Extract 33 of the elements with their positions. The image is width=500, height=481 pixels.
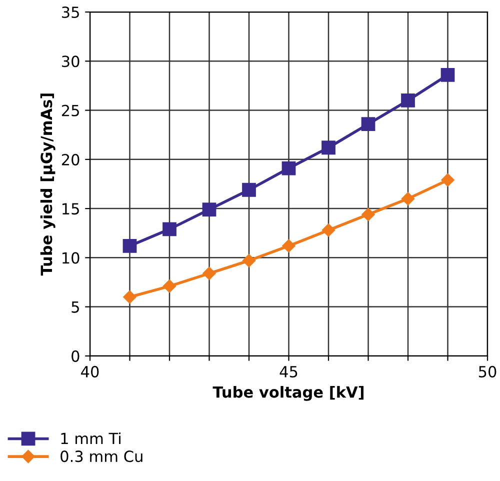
point — [322, 140, 336, 155]
x-tick-label: 50 — [478, 366, 496, 378]
point — [202, 266, 216, 280]
point — [441, 173, 454, 187]
y-tick-label: 30 — [62, 56, 80, 68]
point — [242, 182, 256, 197]
x-axis-title: Tube voltage [kV] — [212, 386, 364, 401]
legend-label: 0.3 mm Cu — [60, 450, 142, 462]
y-tick-label: 20 — [62, 154, 80, 166]
point — [401, 94, 415, 108]
y-tick-label: 25 — [62, 104, 79, 116]
y-tick-label: 5 — [72, 301, 79, 313]
y-tick-label: 10 — [62, 252, 80, 264]
point — [282, 161, 296, 176]
point — [282, 239, 296, 252]
x-tick-label: 45 — [280, 366, 298, 378]
x-tick-label: 40 — [81, 366, 99, 378]
point — [362, 208, 375, 222]
y-tick-label: 35 — [62, 6, 79, 18]
point — [122, 238, 137, 253]
y-tick-label: 15 — [62, 203, 79, 215]
point — [162, 222, 176, 236]
y-axis-title: Tube yield [µGy/mAs] — [40, 94, 56, 276]
point — [162, 280, 176, 293]
point — [322, 224, 336, 237]
point — [202, 202, 216, 216]
point — [242, 254, 256, 268]
point — [123, 290, 136, 304]
point — [440, 68, 455, 82]
y-tick-label: 0 — [72, 350, 80, 362]
point — [361, 117, 376, 131]
point — [401, 192, 415, 206]
legend-label: 1 mm Ti — [61, 432, 120, 444]
